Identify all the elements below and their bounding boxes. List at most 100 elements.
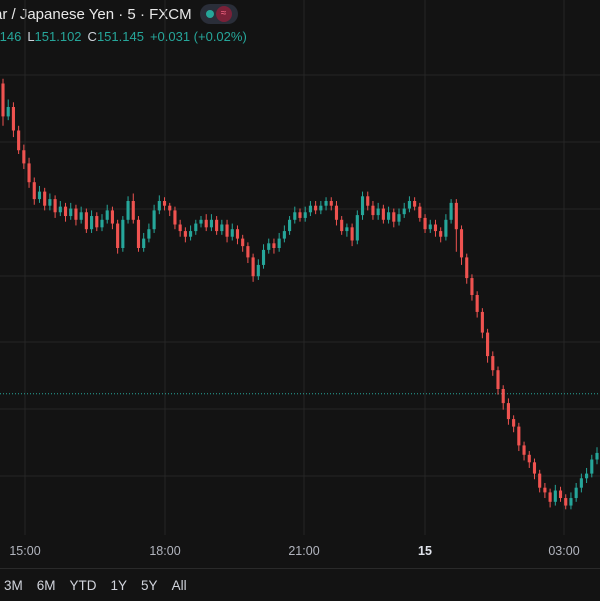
candle-body	[48, 199, 52, 206]
candle	[470, 274, 474, 301]
status-pill[interactable]: ≈	[199, 4, 238, 24]
candle-body	[454, 202, 458, 230]
candle	[564, 494, 568, 510]
range-all-button[interactable]: All	[171, 577, 187, 593]
candle-body	[22, 150, 26, 164]
candle	[43, 187, 47, 211]
candle	[543, 483, 547, 499]
range-6m-button[interactable]: 6M	[36, 577, 56, 593]
candle-body	[272, 243, 276, 248]
candle	[204, 214, 208, 232]
candle-body	[63, 206, 68, 217]
candle	[95, 212, 99, 232]
candle-body	[246, 246, 250, 258]
candle	[585, 467, 589, 483]
candle-body	[574, 487, 578, 499]
candle	[110, 206, 114, 230]
candle	[298, 208, 302, 222]
grid	[0, 0, 600, 535]
candle	[215, 216, 219, 235]
candle	[126, 196, 130, 224]
candle	[53, 195, 57, 218]
candle	[491, 351, 495, 376]
candle-body	[173, 210, 177, 225]
candle	[465, 253, 469, 284]
candle-body	[532, 462, 537, 474]
candle	[496, 366, 500, 395]
candle	[168, 202, 172, 217]
candle-body	[277, 238, 281, 248]
range-3m-button[interactable]: 3M	[4, 577, 23, 593]
candle	[225, 219, 229, 243]
candle	[308, 201, 312, 217]
candle-body	[496, 370, 500, 389]
candle-body	[261, 249, 266, 265]
candle-body	[58, 206, 62, 213]
candle-body	[303, 212, 307, 218]
candle-body	[162, 201, 167, 206]
range-ytd-button[interactable]: YTD	[69, 577, 97, 593]
candle	[131, 193, 135, 224]
range-selector: 3M 6M YTD 1Y 5Y All	[0, 568, 600, 601]
candle-body	[288, 219, 292, 232]
candle	[194, 219, 198, 235]
candle	[282, 225, 286, 243]
ohlc-high: .146	[0, 29, 22, 44]
candle-body	[256, 264, 260, 277]
wave-icon: ≈	[215, 6, 232, 22]
candle	[230, 223, 234, 241]
candle	[27, 157, 31, 188]
candle	[345, 223, 349, 237]
symbol-title-row[interactable]: ar / Japanese Yen · 5 · FXCM ≈	[0, 4, 238, 24]
candle	[142, 232, 146, 252]
candle	[324, 197, 328, 211]
candle	[486, 328, 490, 363]
candle	[459, 225, 464, 265]
candle-body	[548, 492, 552, 502]
candle	[272, 238, 276, 254]
candle	[209, 214, 213, 232]
candle	[293, 206, 297, 224]
candle	[220, 219, 224, 235]
candle-body	[595, 452, 599, 460]
candle	[590, 454, 594, 478]
candle-body	[360, 196, 365, 216]
candle	[558, 486, 563, 502]
candle-body	[298, 212, 302, 218]
candle-body	[465, 257, 469, 279]
time-tick-2100: 21:00	[288, 544, 320, 558]
candle	[100, 214, 104, 232]
candle	[116, 219, 120, 254]
time-tick-day-15: 15	[418, 544, 432, 558]
candle	[423, 214, 427, 233]
candle	[319, 201, 323, 215]
candle-body	[126, 201, 130, 220]
candle-body	[74, 208, 78, 220]
candle-body	[314, 205, 318, 211]
candle	[162, 197, 167, 211]
candle	[532, 458, 537, 480]
candle-body	[110, 210, 114, 224]
candle	[199, 216, 203, 228]
candle-body	[491, 356, 495, 371]
candle	[418, 202, 422, 222]
symbol-title[interactable]: ar / Japanese Yen · 5 · FXCM	[0, 5, 192, 23]
candle-body	[590, 459, 594, 474]
candle-body	[142, 238, 146, 248]
candle-body	[235, 229, 240, 239]
candles	[1, 78, 599, 510]
candle	[22, 144, 26, 170]
price-chart[interactable]	[0, 0, 600, 535]
time-tick-1800: 18:00	[149, 544, 181, 558]
candle-body	[439, 231, 443, 237]
time-axis[interactable]: 15:00 18:00 21:00 15 03:00	[0, 535, 600, 565]
range-5y-button[interactable]: 5Y	[141, 577, 158, 593]
candle-body	[225, 224, 229, 237]
candle-body	[350, 227, 354, 241]
candle-body	[381, 208, 385, 220]
candle-body	[517, 426, 521, 446]
candle	[235, 225, 240, 245]
candle	[595, 447, 599, 465]
range-1y-button[interactable]: 1Y	[110, 577, 128, 593]
candle-body	[95, 216, 99, 228]
